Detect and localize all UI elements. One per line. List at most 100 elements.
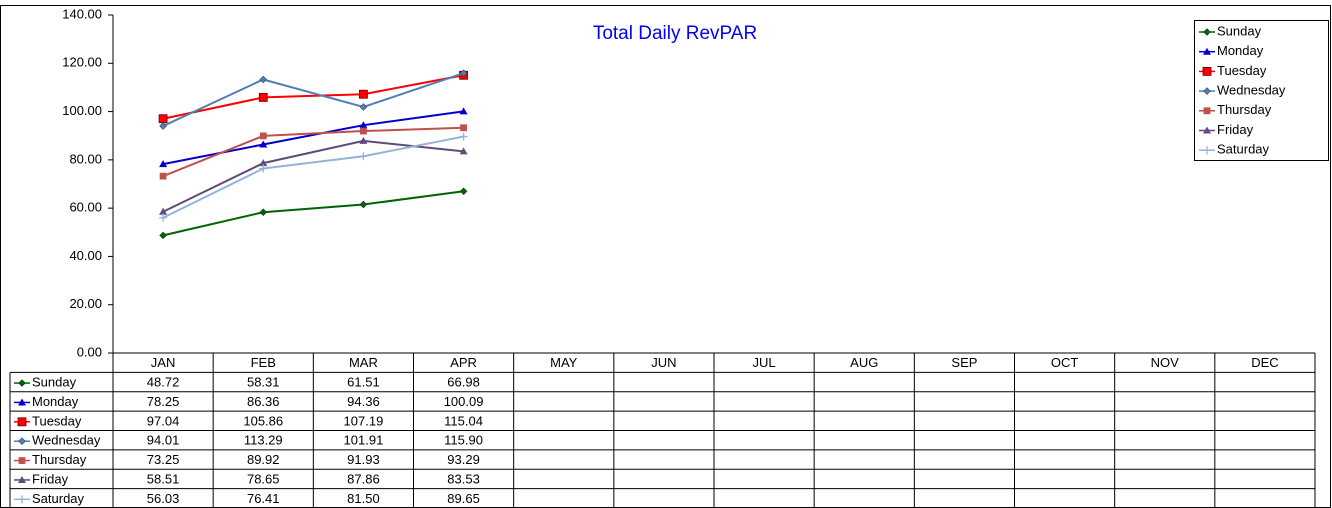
table-cell: 115.04 <box>444 413 483 428</box>
table-key-marker <box>18 437 26 446</box>
series-marker <box>359 200 368 209</box>
x-tick-label: SEP <box>951 355 977 370</box>
series-line <box>162 135 464 219</box>
table-cell: 87.86 <box>347 471 380 486</box>
series-marker <box>459 132 468 141</box>
series-marker <box>159 231 167 240</box>
table-cell: 91.93 <box>347 452 380 467</box>
legend-key-marker <box>1203 107 1211 115</box>
table-row-label: Wednesday <box>32 433 101 448</box>
table-cell: 94.01 <box>147 433 180 448</box>
table-key-marker <box>18 475 26 483</box>
legend-key-marker <box>1203 146 1211 155</box>
legend-label: Monday <box>1217 43 1264 58</box>
table-cell: 66.98 <box>447 375 480 390</box>
table-cell: 76.41 <box>247 491 280 506</box>
series-marker <box>259 132 267 140</box>
table-row-label: Sunday <box>32 375 77 390</box>
series-marker <box>459 147 468 155</box>
series-marker <box>460 124 467 132</box>
legend-label: Wednesday <box>1217 83 1286 98</box>
table-cell: 61.51 <box>347 375 380 390</box>
series-marker <box>259 208 268 217</box>
table-row-label: Tuesday <box>32 413 82 428</box>
x-tick-label: NOV <box>1151 355 1180 370</box>
table-cell: 97.04 <box>147 413 180 428</box>
x-tick-label: JAN <box>151 355 176 370</box>
table-cell: 100.09 <box>444 394 484 409</box>
legend-label: Thursday <box>1217 102 1272 117</box>
table-row-label: Saturday <box>32 491 85 506</box>
y-tick-label: 0.00 <box>77 344 102 359</box>
table-cell: 105.86 <box>243 413 283 428</box>
series-marker <box>359 103 368 111</box>
x-tick-label: JUN <box>651 355 676 370</box>
table-cell: 94.36 <box>347 394 380 409</box>
legend-key-marker <box>1202 67 1212 76</box>
table-row-label: Monday <box>32 394 79 409</box>
series-marker <box>159 172 167 180</box>
table-key-marker <box>18 398 26 406</box>
table-cell: 58.51 <box>147 471 180 486</box>
table-cell: 81.50 <box>347 491 380 506</box>
series-marker <box>359 121 368 129</box>
legend-key-marker <box>1203 47 1211 55</box>
legend-label: Saturday <box>1217 142 1270 157</box>
chart-title: Total Daily RevPAR <box>593 23 757 44</box>
x-tick-label: DEC <box>1251 355 1278 370</box>
table-cell: 58.31 <box>247 375 280 390</box>
table-key-marker <box>17 417 27 427</box>
table-cell: 56.03 <box>147 491 180 506</box>
series-marker <box>159 160 168 168</box>
series-marker <box>259 164 268 173</box>
table-key-marker <box>18 457 26 464</box>
x-tick-label: APR <box>450 355 477 370</box>
series-marker <box>459 107 468 115</box>
x-tick-label: FEB <box>251 355 276 370</box>
legend-key-marker <box>1203 28 1211 36</box>
series-line <box>162 110 464 166</box>
table-cell: 89.92 <box>247 452 280 467</box>
table-cell: 83.53 <box>447 471 480 486</box>
x-tick-label: AUG <box>850 355 878 370</box>
series-marker <box>360 127 367 135</box>
y-tick-label: 40.00 <box>69 248 102 263</box>
x-tick-label: OCT <box>1051 355 1079 370</box>
table-cell: 107.19 <box>344 413 384 428</box>
table-key-marker <box>18 379 26 387</box>
series-line <box>162 72 464 127</box>
series-marker <box>259 159 268 167</box>
table-cell: 78.65 <box>247 471 280 486</box>
x-tick-label: MAR <box>349 355 378 370</box>
table-row-label: Thursday <box>32 452 87 467</box>
legend-key-marker <box>1203 87 1211 95</box>
legend-box <box>1194 20 1329 161</box>
series-marker <box>159 207 168 215</box>
legend-label: Tuesday <box>1217 63 1267 78</box>
table-cell: 115.90 <box>444 433 483 448</box>
series-marker <box>359 136 368 144</box>
series-line <box>162 74 464 120</box>
series-marker <box>359 152 368 161</box>
y-tick-label: 80.00 <box>69 151 102 166</box>
legend-label: Sunday <box>1217 23 1262 38</box>
series-marker <box>459 187 468 196</box>
series-marker <box>258 93 268 102</box>
table-cell: 48.72 <box>147 375 180 390</box>
series-marker <box>459 69 468 78</box>
y-tick-label: 140.00 <box>62 6 102 21</box>
x-tick-label: JUL <box>753 355 776 370</box>
table-key-marker <box>18 495 26 504</box>
legend-key-marker <box>1203 126 1211 134</box>
table-cell: 73.25 <box>147 452 180 467</box>
table-cell: 86.36 <box>247 394 280 409</box>
table-cell: 78.25 <box>147 394 180 409</box>
table-cell: 113.29 <box>244 433 283 448</box>
series-marker <box>158 114 168 124</box>
y-tick-label: 120.00 <box>62 55 102 70</box>
table-cell: 93.29 <box>447 452 480 467</box>
table-cell: 89.65 <box>447 491 480 506</box>
y-tick-label: 20.00 <box>69 296 102 311</box>
series-marker <box>159 213 168 222</box>
